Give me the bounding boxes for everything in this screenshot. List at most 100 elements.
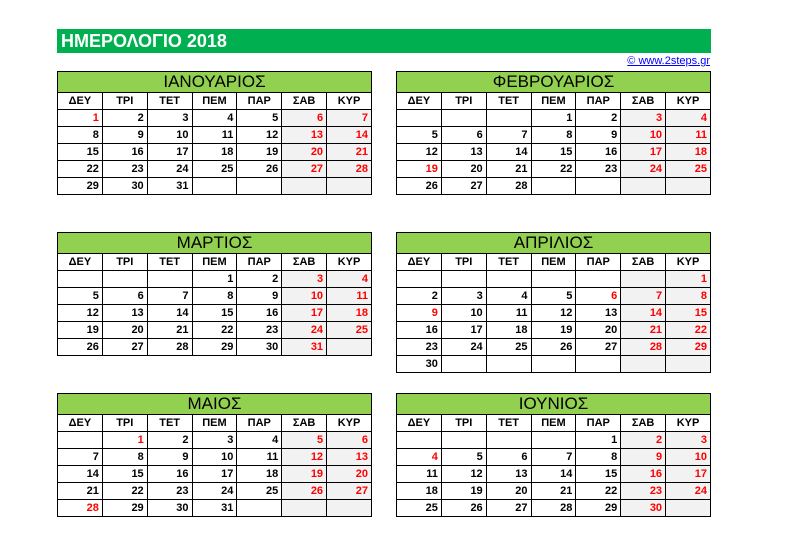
week-row: 19 20 21 22 23 24 25 xyxy=(57,321,372,339)
day-cell: 3 xyxy=(441,287,487,305)
weekday-header: ΠΑΡ xyxy=(575,92,622,110)
week-row: 30 xyxy=(396,355,711,373)
day-cell: 22 xyxy=(575,482,622,500)
day-cell: 27 xyxy=(441,177,487,195)
day-cell: 4 xyxy=(236,431,283,449)
day-cell xyxy=(486,270,532,288)
weekday-header: ΠΕΜ xyxy=(531,253,577,271)
weekday-header: ΤΡΙ xyxy=(102,253,148,271)
day-cell xyxy=(236,499,283,517)
day-cell: 5 xyxy=(441,448,487,466)
day-cell: 29 xyxy=(102,499,148,517)
day-cell: 25 xyxy=(486,338,532,356)
day-cell: 19 xyxy=(396,160,442,178)
month-january: ΙΑΝΟΥΑΡΙΟΣ ΔΕΥ ΤΡΙ ΤΕΤ ΠΕΜ ΠΑΡ ΣΑΒ ΚΥΡ 1 2 3 4 5 6 7 8 9… xyxy=(57,71,372,195)
day-cell: 10 xyxy=(441,304,487,322)
day-cell: 9 xyxy=(620,448,667,466)
day-cell: 6 xyxy=(486,448,532,466)
day-cell xyxy=(486,355,532,373)
month-table: ΜΑΙΟΣ ΔΕΥ ΤΡΙ ΤΕΤ ΠΕΜ ΠΑΡ ΣΑΒ ΚΥΡ 1 2 3 4 5 6 7 8 9 10 11 1… xyxy=(57,393,372,517)
day-cell: 12 xyxy=(531,304,577,322)
weekday-header: ΤΕΤ xyxy=(486,92,532,110)
day-cell: 7 xyxy=(531,448,577,466)
day-cell: 21 xyxy=(147,321,193,339)
day-cell: 11 xyxy=(486,304,532,322)
day-cell: 29 xyxy=(665,338,711,356)
month-march: ΜΑΡΤΙΟΣ ΔΕΥ ΤΡΙ ΤΕΤ ΠΕΜ ΠΑΡ ΣΑΒ ΚΥΡ 1 2 3 4 5 6 7 8 9 10 1… xyxy=(57,232,372,356)
weekday-header: ΚΥΡ xyxy=(665,92,711,110)
day-cell: 19 xyxy=(57,321,103,339)
week-row: 1 xyxy=(396,270,711,288)
weekday-header: ΔΕΥ xyxy=(396,92,442,110)
day-cell: 13 xyxy=(102,304,148,322)
day-cell: 14 xyxy=(147,304,193,322)
day-cell: 13 xyxy=(575,304,622,322)
day-cell: 10 xyxy=(620,126,667,144)
day-cell: 4 xyxy=(326,270,372,288)
day-cell: 7 xyxy=(620,287,667,305)
weekday-header: ΤΡΙ xyxy=(102,414,148,432)
day-cell: 4 xyxy=(486,287,532,305)
day-cell: 6 xyxy=(575,287,622,305)
day-cell: 12 xyxy=(396,143,442,161)
day-cell: 11 xyxy=(192,126,238,144)
week-row: 5 6 7 8 9 10 11 xyxy=(57,287,372,305)
day-cell xyxy=(531,431,577,449)
day-cell: 7 xyxy=(326,109,372,127)
day-cell: 27 xyxy=(575,338,622,356)
week-row: 23 24 25 26 27 28 29 xyxy=(396,338,711,356)
day-cell: 4 xyxy=(192,109,238,127)
day-cell: 25 xyxy=(396,499,442,517)
day-cell: 30 xyxy=(620,499,667,517)
month-april: ΑΠΡΙΛΙΟΣ ΔΕΥ ΤΡΙ ΤΕΤ ΠΕΜ ΠΑΡ ΣΑΒ ΚΥΡ 1 2 3 4 5 6 7 8 9 10… xyxy=(396,232,711,373)
week-row: 8 9 10 11 12 13 14 xyxy=(57,126,372,144)
day-cell: 19 xyxy=(281,465,328,483)
day-cell: 4 xyxy=(665,109,711,127)
day-cell: 28 xyxy=(147,338,193,356)
day-cell: 12 xyxy=(281,448,328,466)
day-cell: 27 xyxy=(102,338,148,356)
month-name: ΑΠΡΙΛΙΟΣ xyxy=(396,232,711,254)
day-cell: 8 xyxy=(57,126,103,144)
day-cell: 13 xyxy=(281,126,328,144)
weekday-header: ΣΑΒ xyxy=(281,414,328,432)
week-row: 25 26 27 28 29 30 xyxy=(396,499,711,517)
day-cell: 22 xyxy=(102,482,148,500)
weekday-header: ΣΑΒ xyxy=(620,92,667,110)
day-cell: 27 xyxy=(486,499,532,517)
weekday-header: ΔΕΥ xyxy=(57,92,103,110)
day-cell: 3 xyxy=(192,431,238,449)
day-cell: 31 xyxy=(281,338,328,356)
day-cell: 23 xyxy=(102,160,148,178)
day-cell: 9 xyxy=(575,126,622,144)
month-table: ΙΑΝΟΥΑΡΙΟΣ ΔΕΥ ΤΡΙ ΤΕΤ ΠΕΜ ΠΑΡ ΣΑΒ ΚΥΡ 1 2 3 4 5 6 7 8 9… xyxy=(57,71,372,195)
week-row: 5 6 7 8 9 10 11 xyxy=(396,126,711,144)
day-cell: 1 xyxy=(192,270,238,288)
month-name: ΙΑΝΟΥΑΡΙΟΣ xyxy=(57,71,372,93)
credit-link[interactable]: © www.2steps.gr xyxy=(627,55,710,67)
title-bar: ΗΜΕΡΟΛΟΓΙΟ 2018 xyxy=(57,29,711,53)
day-cell: 26 xyxy=(441,499,487,517)
weekday-header: ΣΑΒ xyxy=(281,253,328,271)
weekday-header: ΠΕΜ xyxy=(531,414,577,432)
day-cell: 13 xyxy=(441,143,487,161)
day-cell xyxy=(147,270,193,288)
day-cell xyxy=(665,177,711,195)
day-cell: 28 xyxy=(620,338,667,356)
day-cell: 22 xyxy=(531,160,577,178)
month-name: ΜΑΙΟΣ xyxy=(57,393,372,415)
day-cell xyxy=(396,270,442,288)
day-cell: 23 xyxy=(575,160,622,178)
day-cell: 1 xyxy=(575,431,622,449)
day-cell: 13 xyxy=(326,448,372,466)
weekday-header: ΔΕΥ xyxy=(396,253,442,271)
day-cell: 15 xyxy=(102,465,148,483)
day-cell xyxy=(620,177,667,195)
day-cell: 17 xyxy=(192,465,238,483)
day-cell: 18 xyxy=(486,321,532,339)
day-cell: 20 xyxy=(486,482,532,500)
day-cell: 20 xyxy=(281,143,328,161)
day-cell: 5 xyxy=(396,126,442,144)
day-cell: 23 xyxy=(147,482,193,500)
